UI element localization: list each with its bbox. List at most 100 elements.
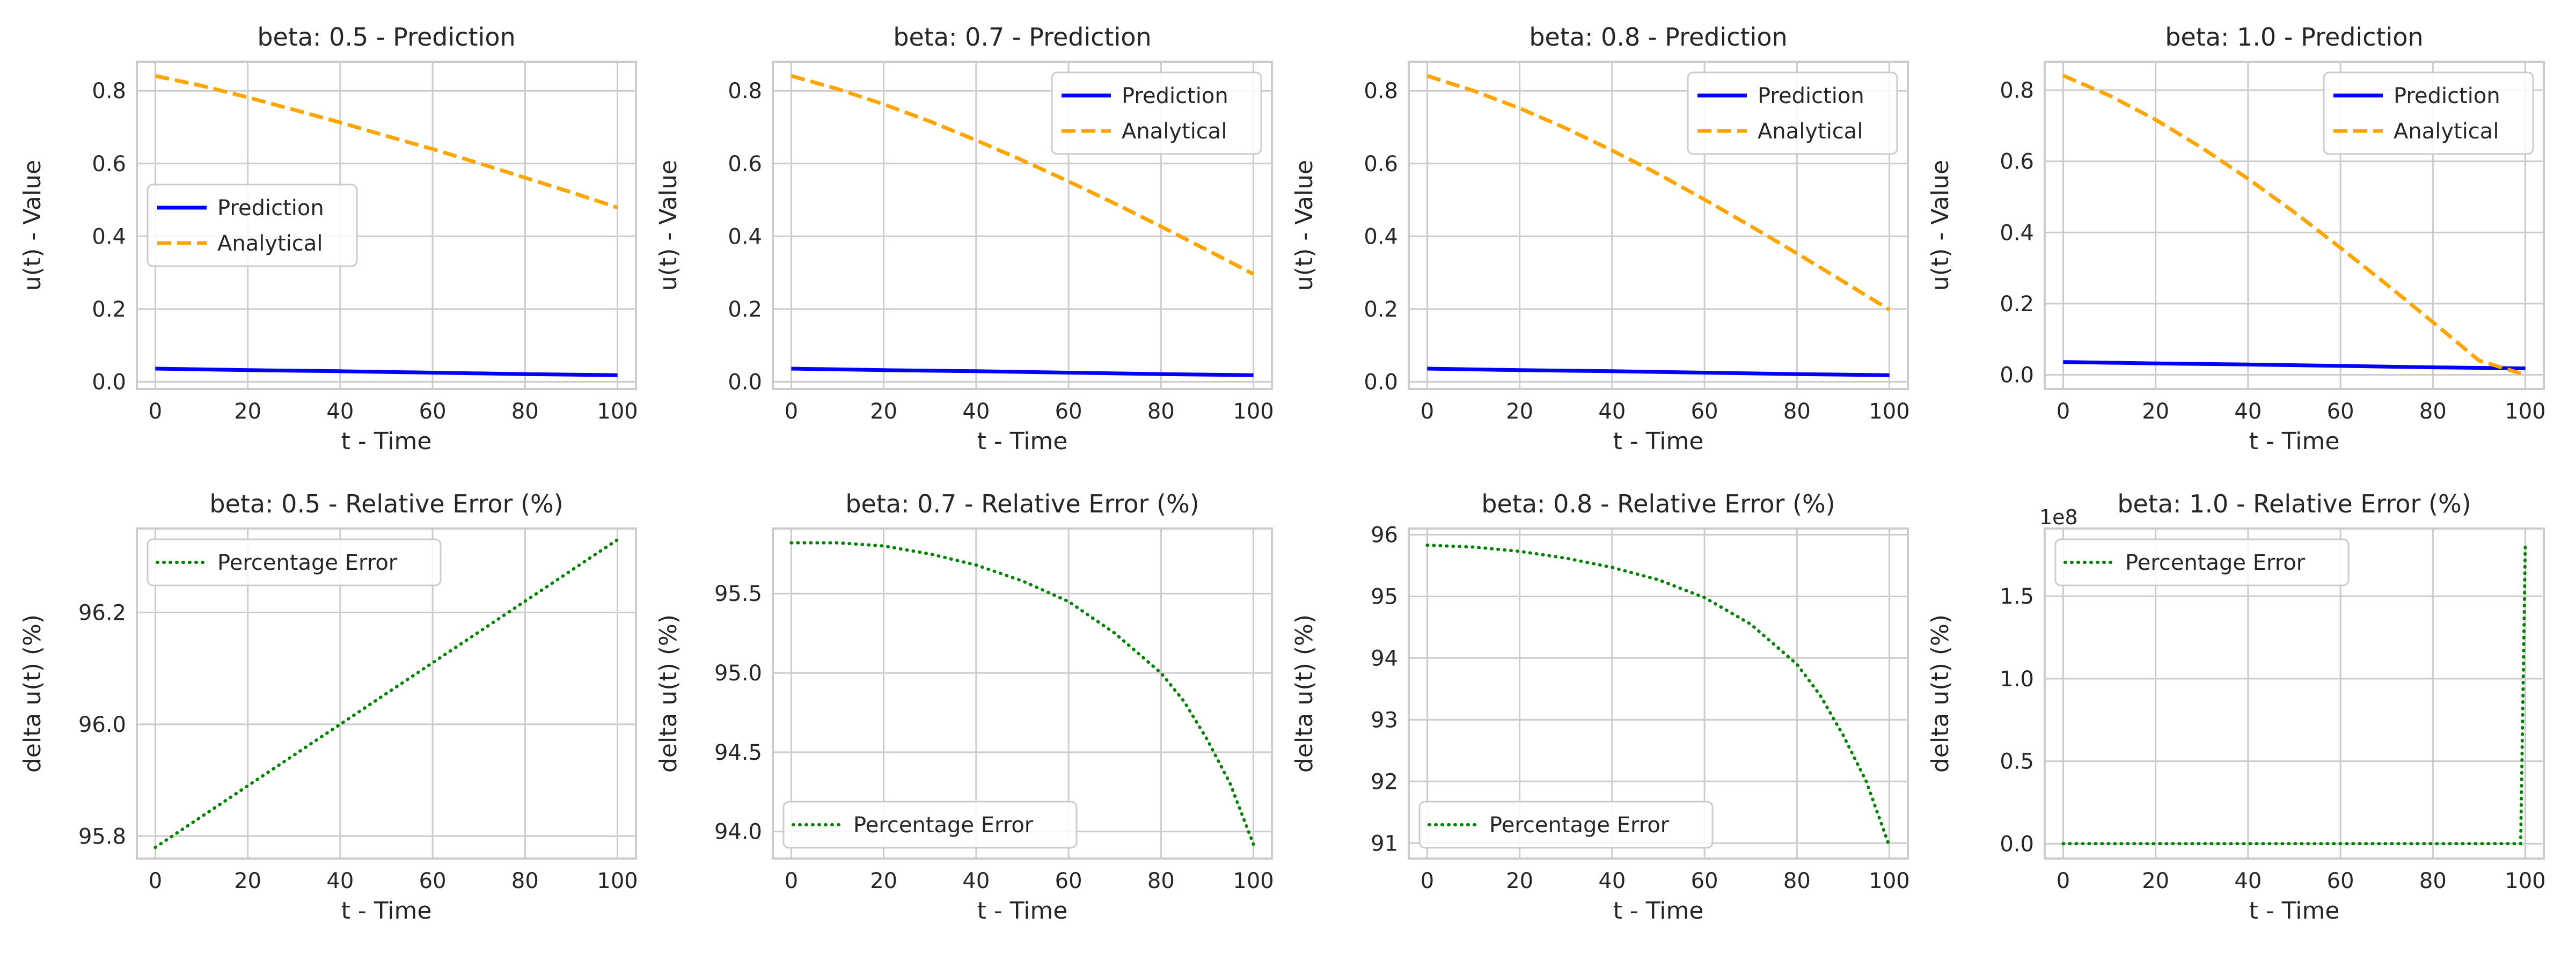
x-tick-label: 0 [785, 869, 798, 893]
legend-label: Percentage Error [2125, 551, 2306, 575]
x-tick-label: 60 [1055, 869, 1082, 893]
chart-title: beta: 0.8 - Prediction [1529, 23, 1787, 52]
legend-label: Analytical [1122, 119, 1227, 144]
x-tick-label: 20 [1506, 869, 1533, 893]
x-tick-label: 40 [1598, 869, 1626, 893]
legend-box [147, 184, 358, 267]
axes-frame [136, 527, 637, 860]
series-line-prediction [1427, 366, 1890, 377]
chart-panel-3: 0 20 40 60 80 100 0.0 0.2 0.4 0.6 0.8 t - Time u(t) … [1291, 23, 1910, 455]
chart-panel-6: 0 20 40 60 80 100 94.0 94.5 95.0 95.5 t - Time delt… [655, 489, 1274, 925]
series-line-percentage-error [153, 538, 619, 849]
axes-frame [2044, 527, 2545, 860]
series-line-percentage-error [789, 541, 1255, 846]
y-tick-label: 0.2 [2000, 292, 2034, 317]
legend-box [1687, 71, 1898, 155]
legend-box [1051, 71, 1262, 155]
x-tick-label: 40 [962, 399, 990, 424]
x-tick-label: 20 [1506, 399, 1533, 424]
y-axis-label: delta u(t) (%) [19, 614, 46, 773]
x-tick-label: 100 [2505, 399, 2545, 424]
x-tick-label: 20 [2142, 869, 2169, 893]
y-tick-label: 0.0 [728, 370, 762, 394]
x-axis-label: t - Time [2249, 428, 2340, 455]
chart-title: beta: 0.5 - Prediction [257, 23, 515, 52]
chart-panel-2: 0 20 40 60 80 100 0.0 0.2 0.4 0.6 0.8 t - Time u(t) … [655, 23, 1274, 455]
y-tick-label: 0.6 [1364, 152, 1398, 177]
series-line-prediction [155, 366, 618, 377]
chart-title: beta: 1.0 - Prediction [2165, 23, 2423, 52]
y-tick-label: 0.6 [728, 152, 762, 177]
x-tick-label: 80 [2419, 399, 2447, 424]
x-tick-label: 100 [597, 869, 638, 893]
x-tick-label: 80 [1147, 869, 1175, 893]
legend: Percentage Error [147, 538, 442, 586]
chart-title: beta: 0.8 - Relative Error (%) [1481, 489, 1835, 518]
y-tick-label: 91 [1371, 831, 1398, 856]
legend-label: Prediction [1758, 84, 1864, 108]
x-tick-label: 80 [1147, 399, 1175, 424]
x-tick-label: 100 [1233, 869, 1274, 893]
x-tick-label: 100 [1233, 399, 1274, 424]
legend-box [2054, 538, 2350, 586]
x-tick-label: 0 [1421, 399, 1434, 424]
legend-box [1418, 801, 1714, 849]
axes-frame [2044, 61, 2545, 390]
y-tick-label: 0.0 [92, 370, 126, 394]
chart-title: beta: 0.5 - Relative Error (%) [209, 489, 563, 518]
x-tick-label: 40 [962, 869, 990, 893]
y-axis-label: delta u(t) (%) [1927, 614, 1954, 773]
y-axis-label: u(t) - Value [1927, 160, 1954, 291]
y-tick-label: 95 [1371, 584, 1398, 609]
chart-panel-5: 0 20 40 60 80 100 95.8 96.0 96.2 t - Time delta u(… [19, 489, 638, 925]
x-axis-label: t - Time [1613, 897, 1704, 925]
y-tick-label: 0.4 [2000, 221, 2034, 245]
y-axis-label: delta u(t) (%) [655, 614, 682, 773]
axes-frame [772, 527, 1273, 860]
y-tick-label: 95.8 [78, 824, 126, 849]
x-tick-label: 0 [149, 869, 162, 893]
x-tick-label: 80 [2419, 869, 2447, 893]
y-tick-label: 96 [1371, 523, 1398, 547]
x-tick-label: 80 [511, 869, 539, 893]
y-tick-label: 0.2 [728, 297, 762, 322]
legend-label: Analytical [2394, 119, 2499, 144]
axes-frame [1408, 61, 1909, 390]
legend: Prediction Analytical [2323, 71, 2534, 155]
legend: Percentage Error [782, 801, 1078, 849]
legend: Prediction Analytical [1687, 71, 1898, 155]
legend-box [782, 801, 1078, 849]
y-tick-label: 0.2 [1364, 297, 1398, 322]
legend-box [2323, 71, 2534, 155]
y-tick-label: 0.8 [728, 79, 762, 104]
legend-label: Analytical [217, 231, 323, 256]
legend: Percentage Error [1418, 801, 1714, 849]
axis-multiplier-label: 1e8 [2039, 505, 2078, 529]
y-tick-label: 0.0 [1364, 370, 1398, 394]
x-tick-label: 20 [870, 399, 897, 424]
y-tick-label: 92 [1371, 769, 1398, 794]
x-tick-label: 40 [2234, 869, 2262, 893]
chart-title: beta: 1.0 - Relative Error (%) [2117, 489, 2471, 518]
x-tick-label: 60 [419, 399, 447, 424]
x-tick-label: 0 [2057, 399, 2070, 424]
y-tick-label: 94.5 [714, 740, 762, 765]
legend: Percentage Error [2054, 538, 2350, 586]
x-tick-label: 100 [597, 399, 638, 424]
y-tick-label: 0.4 [728, 224, 762, 249]
y-tick-label: 96.0 [78, 713, 126, 737]
chart-panel-7: 0 20 40 60 80 100 91 92 93 94 95 96 t - Time delta u(… [1291, 489, 1910, 925]
series-line-percentage-error [2061, 540, 2527, 846]
x-tick-label: 100 [2505, 869, 2545, 893]
y-tick-label: 0.0 [2000, 832, 2034, 856]
y-tick-label: 0.2 [92, 297, 126, 322]
legend-label: Percentage Error [1489, 813, 1670, 838]
y-tick-label: 0.4 [1364, 224, 1398, 249]
x-axis-label: t - Time [977, 428, 1068, 455]
series-line-analytical [155, 74, 618, 210]
x-tick-label: 80 [1783, 869, 1811, 893]
x-tick-label: 40 [326, 869, 354, 893]
x-tick-label: 60 [2327, 399, 2354, 424]
